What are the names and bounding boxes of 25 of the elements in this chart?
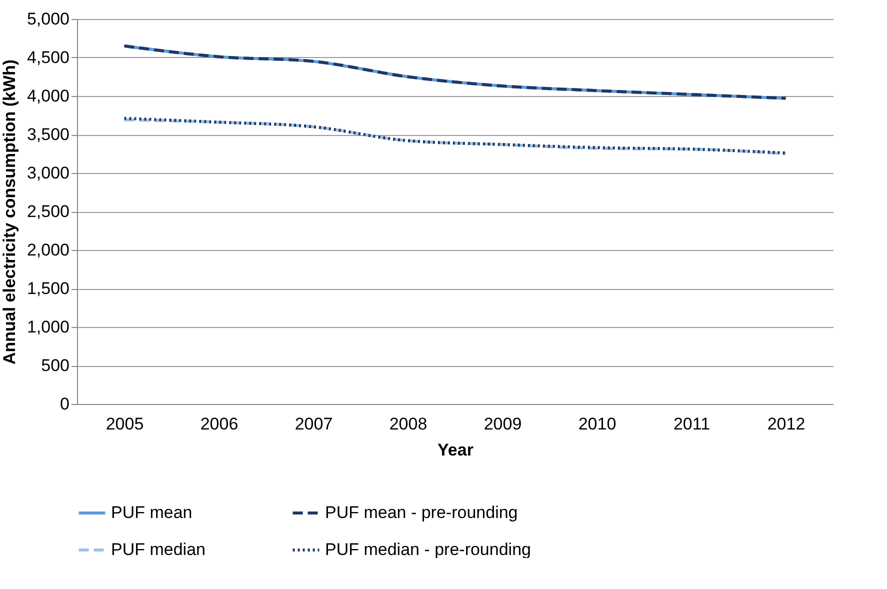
x-tick-label: 2006	[200, 414, 238, 434]
legend-label: PUF median	[111, 540, 206, 559]
y-tick-label: 1,500	[26, 279, 70, 298]
y-tick-label: 3,000	[26, 164, 70, 182]
y-tick-label: 2,000	[26, 240, 70, 260]
y-tick-label: 1,000	[26, 318, 70, 336]
y-tick-label: 5,000	[26, 10, 70, 28]
x-tick-label: 2010	[578, 414, 616, 434]
x-tick-label: 2009	[484, 414, 522, 434]
x-axis-title: Year	[438, 440, 474, 460]
y-tick-label: 4,500	[26, 48, 70, 67]
y-tick-label: 4,000	[26, 86, 70, 106]
legend-label: PUF mean - pre-rounding	[325, 503, 518, 522]
y-tick-label: 2,500	[26, 202, 70, 221]
x-tick-label: 2012	[767, 414, 806, 434]
x-tick-label: 2005	[106, 414, 144, 434]
x-tick-label: 2007	[294, 414, 333, 434]
legend-label: PUF mean	[111, 503, 192, 522]
line-series	[122, 44, 788, 100]
x-tick-label: 2011	[673, 414, 710, 434]
y-tick-label: 500	[41, 356, 70, 375]
y-tick-label: 0	[60, 394, 70, 414]
y-tick-label: 3,500	[26, 125, 70, 144]
x-tick-label: 2008	[389, 414, 428, 434]
y-axis-title: Annual electricity consumption (kWh)	[0, 59, 19, 365]
